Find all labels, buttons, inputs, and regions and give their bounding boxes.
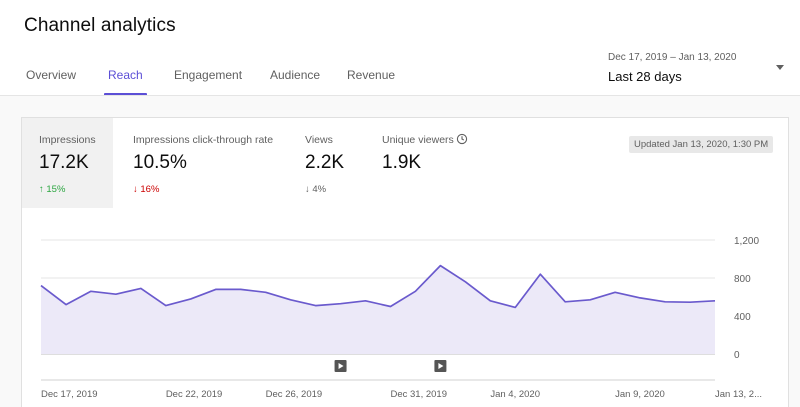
tab-revenue[interactable]: Revenue	[347, 68, 396, 82]
metric-label: Impressions	[39, 134, 96, 146]
metric-change: ↓ 4%	[305, 184, 327, 195]
play-glyph	[338, 363, 344, 369]
page-title: Channel analytics	[24, 15, 176, 36]
metric-value: 17.2K	[39, 152, 89, 173]
x-tick-label: Jan 13, 2...	[715, 389, 762, 400]
y-tick-label: 1,200	[734, 236, 759, 247]
x-tick-label: Dec 22, 2019	[166, 389, 223, 400]
reach-card: Impressions 17.2K ↑ 15% Impressions clic…	[21, 117, 789, 407]
caret-down-icon[interactable]	[776, 65, 784, 70]
metric-change: ↑ 15%	[39, 184, 66, 195]
tab-audience[interactable]: Audience	[270, 68, 321, 82]
x-tick-label: Dec 26, 2019	[266, 389, 323, 400]
series-line	[40, 264, 716, 309]
arrow-down-icon: ↓	[305, 184, 310, 195]
header-divider	[0, 95, 800, 96]
impressions-chart: 1,200 800 400 0 Dec 17, 2019 Dec 22, 2019 Dec …	[40, 236, 762, 400]
metric-ctr[interactable]: Impressions click-through rate 10.5% ↓ 1…	[113, 118, 298, 208]
clock-icon[interactable]	[456, 133, 468, 145]
metric-value: 1.9K	[382, 152, 422, 173]
metric-value: 2.2K	[305, 152, 345, 173]
metric-value: 10.5%	[133, 152, 187, 173]
play-glyph	[438, 363, 444, 369]
metric-label: Views	[305, 134, 333, 146]
metric-label: Unique viewers	[382, 134, 454, 146]
metric-label: Impressions click-through rate	[133, 134, 274, 146]
date-range-text: Dec 17, 2019 – Jan 13, 2020	[608, 52, 737, 63]
active-tab-indicator	[104, 93, 147, 96]
y-tick-label: 800	[734, 274, 751, 285]
date-range-selector[interactable]: Dec 17, 2019 – Jan 13, 2020 Last 28 days	[608, 52, 788, 88]
x-tick-label: Dec 31, 2019	[390, 389, 447, 400]
tab-reach[interactable]: Reach	[104, 68, 147, 96]
y-tick-label: 0	[734, 350, 740, 361]
series-area	[41, 265, 715, 354]
date-period-text: Last 28 days	[608, 69, 682, 84]
metric-change: ↓ 16%	[133, 184, 160, 195]
tab-engagement[interactable]: Engagement	[174, 68, 243, 82]
metric-impressions[interactable]: Impressions 17.2K ↑ 15%	[22, 118, 113, 208]
x-tick-label: Jan 4, 2020	[490, 389, 540, 400]
x-tick-label: Dec 17, 2019	[41, 389, 98, 400]
metric-unique-viewers[interactable]: Unique viewers 1.9K	[378, 118, 498, 208]
arrow-down-icon: ↓	[133, 184, 138, 195]
arrow-up-icon: ↑	[39, 184, 44, 195]
tab-overview[interactable]: Overview	[26, 68, 77, 82]
y-tick-label: 400	[734, 312, 751, 323]
x-tick-label: Jan 9, 2020	[615, 389, 665, 400]
updated-badge: Updated Jan 13, 2020, 1:30 PM	[629, 136, 774, 153]
metric-views[interactable]: Views 2.2K ↓ 4%	[298, 118, 378, 208]
